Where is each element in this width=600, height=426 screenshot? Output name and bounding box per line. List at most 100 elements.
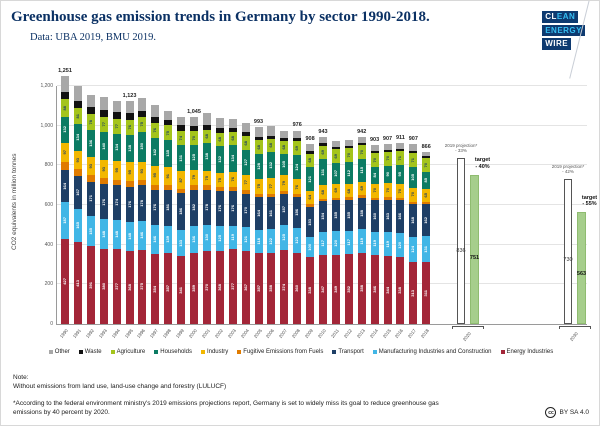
- segment-2003-transport: 176: [228, 190, 237, 226]
- projection-annotation-line1: 2019 projection*: [551, 163, 585, 169]
- segment-1993-transport: 176: [99, 184, 108, 220]
- segment-value-label: 87: [178, 177, 184, 183]
- data-source-subtitle: Data: UBA 2019, BMU 2019.: [30, 32, 156, 43]
- segment-2012-transport: 155: [344, 200, 353, 231]
- segment-value-label: 368: [126, 284, 132, 291]
- segment-2006-industry: 77: [267, 178, 276, 194]
- segment-value-label: 77: [242, 180, 248, 185]
- segment-2011-households: 107: [331, 162, 340, 184]
- stacked-bar-2008: 360 123 156 76 124 69: [293, 130, 302, 324]
- segment-2003-households: 134: [228, 145, 237, 172]
- segment-1995-transport: 176: [125, 186, 134, 222]
- segment-value-label: 358: [358, 285, 364, 292]
- cc-icon: cc: [545, 407, 557, 418]
- segment-2005-manufacturing-industries-and-construction: 118: [254, 229, 263, 254]
- segment-1998-households: 135: [164, 140, 173, 167]
- segment-value-label: 427: [62, 278, 67, 285]
- stacked-bar-2007: 374 125 157 79 105 68: [280, 131, 289, 324]
- segment-value-label: 68: [242, 140, 248, 145]
- segment-value-label: 97: [62, 150, 67, 155]
- segment-1990-energy-industries: 427: [61, 239, 69, 324]
- segment-1998-transport: 181: [164, 189, 173, 226]
- segment-2006-transport: 161: [267, 196, 276, 229]
- segment-2016-agriculture: 71: [396, 150, 405, 165]
- legend-item-fugitive-emissions-from-fuels: Fugitive Emissions from Fuels: [237, 349, 323, 355]
- stacked-bar-2005: 357 118 164 75 128 68: [254, 127, 263, 324]
- legend-label: Households: [160, 349, 192, 355]
- segment-value-label: 150: [139, 143, 145, 151]
- segment-2005-households: 128: [254, 153, 263, 180]
- segment-2000-households: 125: [190, 144, 198, 170]
- stacked-bar-2017: 313 124 168 70 105 71: [409, 144, 418, 324]
- segment-value-label: 181: [165, 204, 171, 212]
- segment-1998-manufacturing-industries-and-construction: 139: [164, 225, 173, 254]
- segment-value-label: 377: [113, 283, 119, 290]
- segment-value-label: 413: [74, 279, 80, 287]
- segment-1992-agriculture: 78: [86, 114, 95, 130]
- segment-value-label: 163: [384, 212, 390, 220]
- segment-2014-energy-industries: 346: [370, 255, 379, 324]
- segment-2017-industry: 70: [409, 187, 418, 202]
- segment-value-label: 357: [165, 285, 171, 292]
- segment-2012-households: 112: [344, 161, 353, 184]
- logo-clean-prefix: CL: [545, 12, 557, 21]
- legend-item-other: Other: [48, 349, 70, 355]
- segment-value-label: 121: [307, 176, 313, 183]
- segment-1996-other: [138, 97, 147, 111]
- segment-value-label: 360: [294, 284, 300, 292]
- segment-2004-other: [241, 123, 250, 133]
- segment-2001-industry: 75: [202, 170, 211, 186]
- axis-bracket-2020: [452, 326, 484, 329]
- segment-2003-manufacturing-industries-and-construction: 119: [228, 225, 237, 250]
- stacked-bar-2014: 346 119 160 70 84 70: [370, 144, 379, 324]
- segment-value-label: 68: [203, 134, 209, 139]
- segment-2008-waste: [293, 138, 302, 141]
- segment-2003-energy-industries: 377: [228, 249, 237, 324]
- segment-value-label: 68: [229, 136, 235, 141]
- segment-value-label: 187: [62, 217, 67, 225]
- segment-value-label: 68: [281, 145, 287, 150]
- segment-1992-households: 136: [86, 129, 95, 157]
- total-label-2009: 908: [305, 135, 315, 142]
- segment-value-label: 125: [191, 154, 196, 161]
- segment-1990-agriculture: 88: [61, 99, 69, 117]
- legend-label: Manufacturing Industries and Constructio…: [378, 349, 492, 355]
- segment-2009-agriculture: 68: [306, 153, 315, 168]
- segment-value-label: 313: [410, 289, 416, 297]
- segment-2002-waste: [215, 128, 224, 133]
- target-annotation-line2: - 40%: [475, 164, 490, 171]
- segment-value-label: 146: [139, 231, 145, 239]
- segment-2015-waste: [383, 149, 392, 152]
- segment-2001-households: 138: [202, 143, 211, 171]
- segment-1996-energy-industries: 375: [138, 249, 147, 324]
- segment-1999-fugitive-emissions-from-fuels: [177, 188, 186, 194]
- projection-annotation-2020: 2019 projection* - 33%: [431, 143, 491, 155]
- segment-2012-energy-industries: 352: [344, 254, 353, 324]
- segment-value-label: 155: [87, 227, 93, 235]
- segment-1990-other: [61, 75, 69, 92]
- segment-value-label: 186: [178, 208, 184, 215]
- y-axis-tick-label: 0: [50, 321, 53, 327]
- segment-value-label: 153: [307, 218, 313, 226]
- segment-2006-manufacturing-industries-and-construction: 122: [267, 228, 276, 253]
- segment-2002-fugitive-emissions-from-fuels: [215, 187, 224, 192]
- stacked-bar-1998: 357 139 181 91 135 75: [164, 110, 173, 324]
- segment-1994-households: 134: [112, 134, 121, 161]
- total-label-2015: 907: [382, 136, 393, 143]
- stacked-bar-2015: 344 119 163 70 90 70: [383, 144, 392, 324]
- segment-2013-transport: 158: [357, 198, 366, 230]
- segment-value-label: 161: [268, 209, 274, 217]
- segment-2006-other: [267, 125, 276, 136]
- segment-2001-transport: 178: [202, 189, 211, 225]
- projection-annotation-line2: - 33%: [455, 148, 467, 154]
- segment-value-label: 142: [152, 148, 158, 156]
- segment-1995-other: [125, 101, 134, 114]
- segment-2003-agriculture: 68: [228, 131, 237, 146]
- segment-2009-other: [306, 143, 315, 152]
- segment-value-label: 176: [100, 198, 106, 206]
- total-label-1990: 1,251: [58, 67, 72, 74]
- segment-1997-fugitive-emissions-from-fuels: [151, 184, 160, 190]
- note-label: Note:: [13, 374, 29, 381]
- segment-value-label: 165: [74, 222, 80, 230]
- segment-2018-agriculture: 70: [422, 158, 431, 173]
